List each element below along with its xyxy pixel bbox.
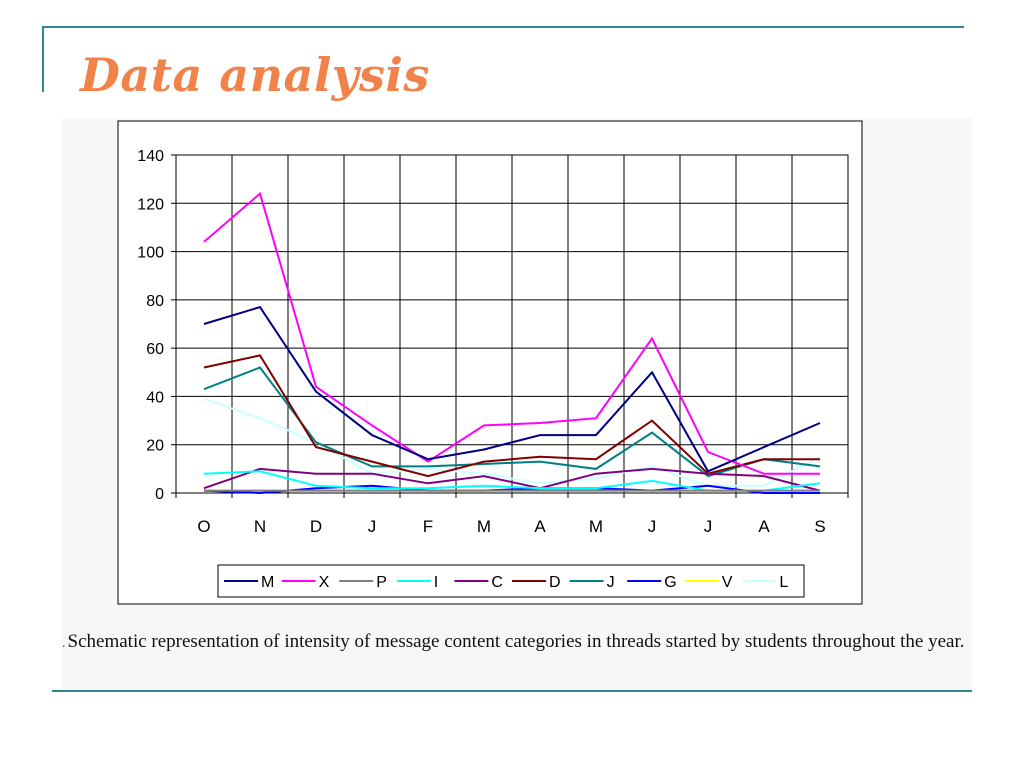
series-line-X [203, 191, 820, 475]
y-tick-label: 80 [146, 293, 164, 310]
x-tick-label: F [423, 517, 433, 536]
legend-label-G: G [664, 574, 676, 591]
y-tick-label: 20 [146, 438, 164, 455]
legend-label-X: X [319, 574, 330, 591]
y-tick-label: 100 [137, 245, 164, 262]
series-line-M [203, 305, 821, 473]
legend-label-C: C [491, 574, 503, 591]
y-tick-label: 40 [146, 389, 164, 406]
series-line-L [203, 397, 821, 487]
bottom-accent-line [52, 690, 972, 692]
series-line-D [203, 354, 820, 478]
x-tick-label: N [254, 517, 266, 536]
series-lines [203, 191, 821, 495]
y-tick-label: 60 [146, 341, 164, 358]
y-tick-label: 0 [155, 486, 164, 503]
legend-label-P: P [376, 574, 387, 591]
legend-label-L: L [779, 574, 788, 591]
y-tick-label: 120 [137, 196, 164, 213]
left-accent-line [42, 26, 44, 92]
x-tick-label: A [534, 517, 546, 536]
x-tick-label: O [197, 517, 210, 536]
slide-title: Data analysis [80, 48, 430, 102]
x-tick-label: D [310, 517, 322, 536]
series-line-C [203, 467, 821, 492]
figure-caption: Schematic representation of intensity of… [67, 631, 965, 652]
legend-label-J: J [607, 574, 615, 591]
x-tick-label: J [368, 517, 377, 536]
x-tick-label: A [758, 517, 770, 536]
legend-label-D: D [549, 574, 561, 591]
legend-label-V: V [722, 574, 733, 591]
caption-marker: . [62, 636, 66, 651]
y-axis-ticks: 0 20 40 60 80 100 120 140 [137, 148, 176, 503]
legend-label-I: I [434, 574, 438, 591]
y-tick-label: 140 [137, 148, 164, 165]
x-tick-label: J [648, 517, 657, 536]
legend-label-M: M [261, 574, 274, 591]
top-accent-line [42, 26, 964, 28]
x-tick-label: J [704, 517, 713, 536]
x-tick-label: M [589, 517, 603, 536]
x-tick-label: S [814, 517, 825, 536]
series-line-G [203, 484, 820, 495]
x-tick-label: M [477, 517, 491, 536]
